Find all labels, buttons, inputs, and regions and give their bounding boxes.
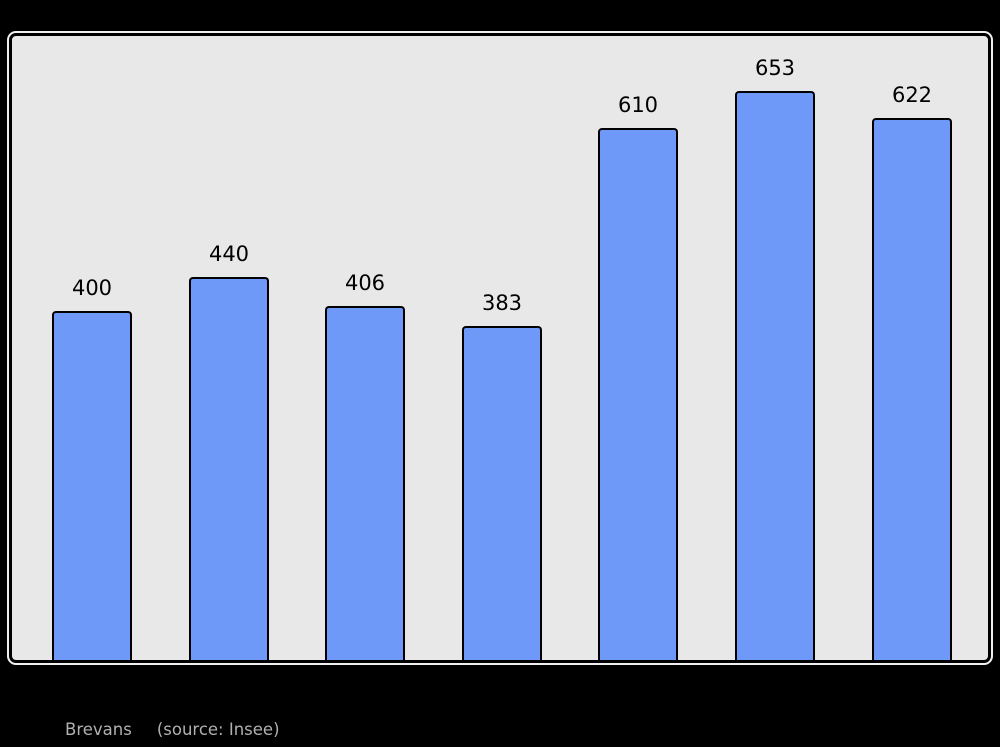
- bar-value-label: 653: [754, 56, 796, 80]
- bar: [325, 306, 405, 660]
- bar-value-label: 400: [71, 276, 113, 300]
- bar: [598, 128, 678, 660]
- bar-value-label: 440: [208, 242, 250, 266]
- bar-value-label: 406: [344, 271, 386, 295]
- bar-value-label: 622: [891, 83, 933, 107]
- plot-area: 400 440 406 383 610 653 622: [9, 33, 991, 663]
- bar-value-label: 610: [617, 93, 659, 117]
- caption-commune-name: Brevans: [65, 720, 132, 739]
- caption-source-note: (source: Insee): [156, 720, 280, 739]
- bar: [52, 311, 132, 660]
- bar: [735, 91, 815, 660]
- bar: [189, 277, 269, 660]
- bar: [462, 326, 542, 660]
- bar: [872, 118, 952, 660]
- bar-value-label: 383: [481, 291, 523, 315]
- chart-caption: Brevans (source: Insee): [65, 720, 280, 739]
